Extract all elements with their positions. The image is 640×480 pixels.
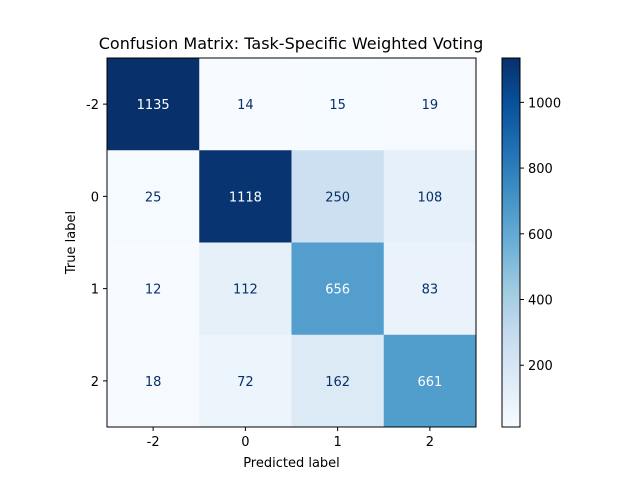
- cell-value-label: 250: [325, 190, 350, 205]
- y-axis-ticks: -2 0 1 2: [86, 98, 107, 390]
- cell-value-label: 12: [145, 283, 162, 298]
- y-tick-label: -2: [86, 98, 99, 113]
- cell-value-label: 656: [325, 283, 350, 298]
- y-tick-label: 0: [91, 190, 99, 205]
- cell-value-label: 15: [329, 98, 346, 113]
- y-tick-label: 2: [91, 375, 99, 390]
- x-tick-label: 1: [333, 435, 341, 450]
- colorbar-tick-label: 400: [528, 294, 553, 309]
- x-tick-label: -2: [147, 435, 160, 450]
- colorbar-tick-label: 600: [528, 228, 553, 243]
- x-tick-label: 0: [241, 435, 249, 450]
- cell-value-label: 18: [145, 375, 162, 390]
- x-axis-label: Predicted label: [243, 456, 340, 471]
- heatmap-cell: [383, 334, 477, 428]
- cell-value-label: 83: [422, 283, 439, 298]
- heatmap-cell: [107, 334, 200, 428]
- cell-value-label: 162: [325, 375, 350, 390]
- heatmap-cell: [107, 242, 200, 336]
- cell-value-label: 1135: [137, 98, 170, 113]
- cell-value-label: 19: [422, 98, 439, 113]
- heatmap-cells: 1135 14 15 19 25 1118 250 108 12 112 656 83 18 72 162 6…: [107, 58, 477, 428]
- chart-title: Confusion Matrix: Task-Specific Weighted…: [99, 34, 484, 53]
- cell-value-label: 1118: [229, 190, 262, 205]
- plot-frame: [106, 57, 477, 428]
- x-tick-label: 2: [426, 435, 434, 450]
- heatmap-cell: [291, 150, 385, 243]
- heatmap-cell: [107, 58, 200, 151]
- heatmap-cell: [291, 334, 385, 428]
- heatmap-cell: [199, 150, 292, 243]
- colorbar-tick-label: 200: [528, 359, 553, 374]
- heatmap-cell: [291, 58, 385, 151]
- cell-value-label: 14: [237, 98, 254, 113]
- y-tick-label: 1: [91, 283, 99, 298]
- cell-value-label: 112: [233, 283, 258, 298]
- heatmap-cell: [199, 242, 292, 336]
- colorbar-tick-label: 800: [528, 162, 553, 177]
- heatmap-cell: [383, 242, 477, 336]
- cell-value-label: 72: [237, 375, 254, 390]
- heatmap-cell: [291, 242, 385, 336]
- heatmap-cell: [199, 334, 292, 428]
- heatmap-cell: [199, 58, 292, 151]
- x-axis-ticks: -2 0 1 2: [147, 427, 434, 450]
- colorbar-ticks: 200 400 600 800 1000: [520, 96, 561, 374]
- colorbar-tick-label: 1000: [528, 96, 561, 111]
- heatmap-cell: [383, 150, 477, 243]
- heatmap-cell: [383, 58, 477, 151]
- colorbar: [501, 57, 521, 428]
- cell-value-label: 108: [417, 190, 442, 205]
- cell-value-label: 661: [417, 375, 442, 390]
- cell-value-label: 25: [145, 190, 162, 205]
- heatmap-cell: [107, 150, 200, 243]
- y-axis-label: True label: [64, 211, 79, 275]
